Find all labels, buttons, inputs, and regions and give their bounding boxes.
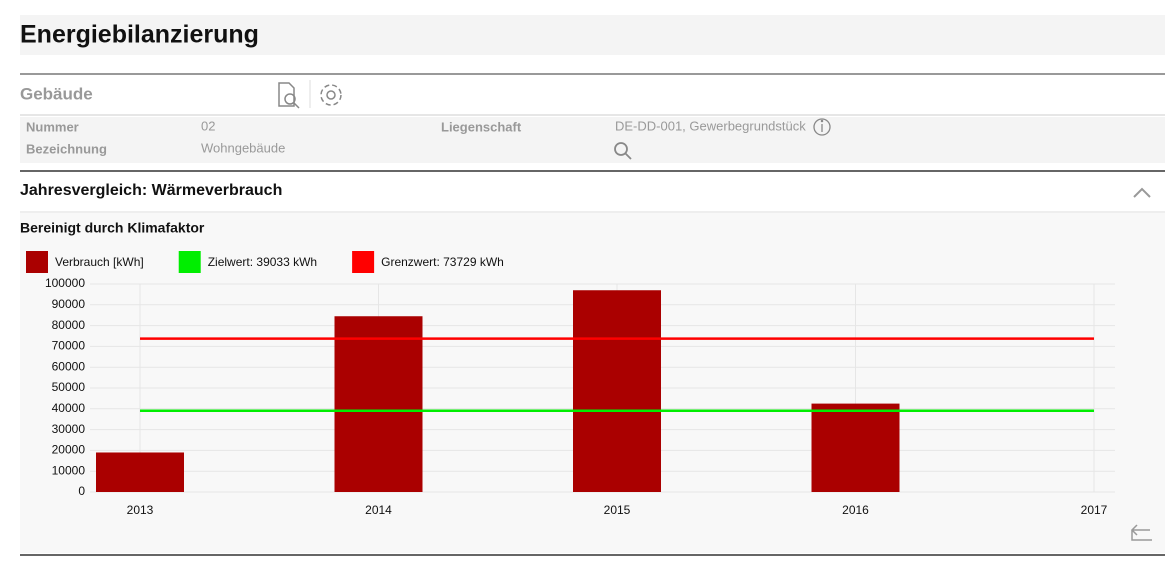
y-tick-label: 20000 (52, 443, 86, 457)
y-tick-label: 0 (78, 484, 85, 498)
x-tick-label: 2017 (1081, 503, 1108, 517)
y-tick-label: 10000 (52, 463, 86, 477)
preview-icon[interactable] (278, 82, 300, 109)
collapse-button[interactable] (1133, 187, 1151, 198)
chart-subtitle: Bereinigt durch Klimafaktor (20, 220, 205, 236)
y-tick-label: 70000 (52, 339, 86, 353)
legend-swatch (178, 251, 201, 273)
chart: 0 10000 20000 30000 40000 50000 60000 70000 8000… (26, 251, 1115, 517)
legend-swatch (352, 251, 375, 273)
field-label: Nummer (26, 119, 79, 134)
y-tick-label: 90000 (52, 297, 86, 311)
info-icon[interactable] (813, 118, 831, 136)
legend-label: Grenzwert: 73729 kWh (381, 255, 504, 269)
field-value: DE-DD-001, Gewerbegrundstück (615, 118, 806, 133)
legend-label: Verbrauch [kWh] (55, 255, 144, 269)
y-tick-label: 80000 (52, 318, 86, 332)
field-value: Wohngebäude (201, 140, 285, 155)
bar (96, 452, 184, 492)
x-tick-label: 2013 (127, 503, 154, 517)
info-panel (20, 117, 1165, 163)
bar (334, 316, 423, 492)
y-tick-label: 50000 (52, 380, 86, 394)
field-label: Liegenschaft (441, 119, 522, 134)
legend-label: Zielwert: 39033 kWh (208, 255, 317, 269)
x-tick-label: 2014 (365, 503, 392, 517)
x-tick-label: 2016 (842, 503, 869, 517)
building-title: Gebäude (20, 84, 93, 103)
y-tick-label: 30000 (52, 422, 86, 436)
y-tick-label: 60000 (52, 359, 86, 373)
fields: Nummer 02 Bezeichnung Wohngebäude Liegenscha… (26, 118, 806, 156)
title-bar (20, 15, 1165, 55)
x-tick-label: 2015 (604, 503, 631, 517)
legend-swatch (26, 251, 48, 273)
field-value: 02 (201, 118, 215, 133)
section-title: Jahresvergleich: Wärmeverbrauch (20, 182, 282, 199)
page-title: Energiebilanzierung (20, 21, 259, 49)
bar (573, 290, 661, 492)
bar (811, 403, 900, 492)
settings-icon[interactable] (320, 84, 342, 106)
y-tick-label: 40000 (52, 401, 86, 415)
search-icon[interactable] (614, 142, 632, 160)
y-tick-label: 100000 (45, 276, 85, 290)
back-button[interactable] (1130, 524, 1152, 541)
field-label: Bezeichnung (26, 141, 107, 156)
